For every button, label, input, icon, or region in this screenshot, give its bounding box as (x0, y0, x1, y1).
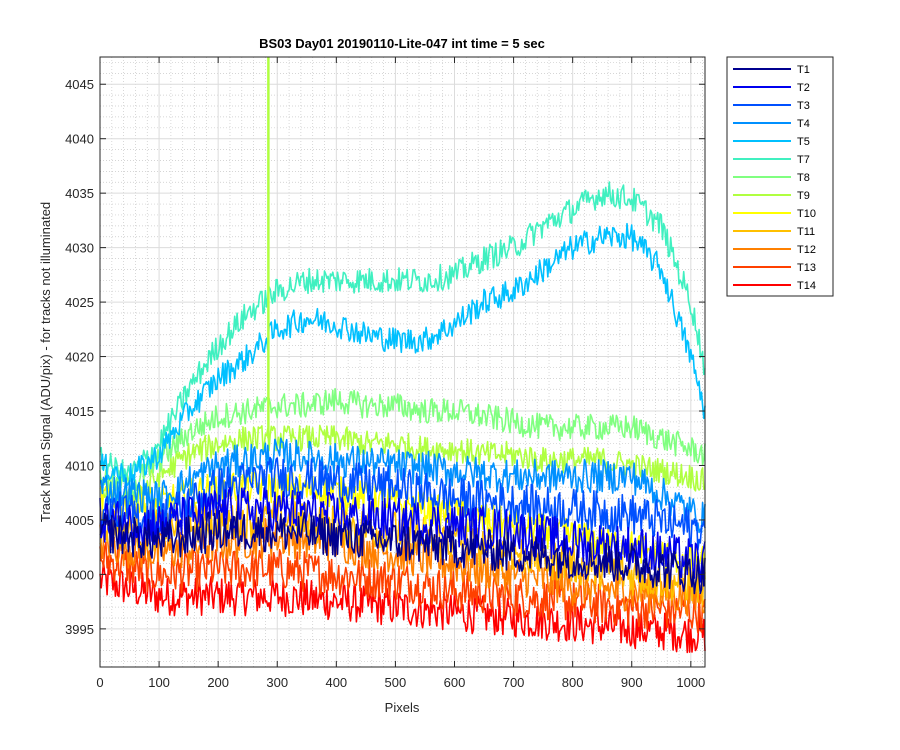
legend-label-t2: T2 (797, 82, 810, 94)
legend-label-t1: T1 (797, 64, 810, 76)
y-tick-label: 4025 (65, 295, 94, 310)
y-tick-label: 3995 (65, 622, 94, 637)
x-tick-label: 600 (444, 675, 466, 690)
y-tick-label: 4040 (65, 132, 94, 147)
legend-label-t14: T14 (797, 280, 816, 292)
series-line-t1 (99, 510, 706, 595)
series-line-t3 (99, 456, 706, 551)
series-line-t2 (99, 486, 706, 583)
legend-label-t11: T11 (797, 226, 815, 238)
series-line-t14 (99, 560, 706, 654)
y-tick-label: 4030 (65, 241, 94, 256)
x-tick-label: 1000 (676, 675, 705, 690)
x-tick-label: 200 (207, 675, 229, 690)
x-tick-label: 700 (503, 675, 525, 690)
y-tick-label: 4010 (65, 458, 94, 473)
legend-label-t8: T8 (797, 172, 810, 184)
y-tick-label: 4000 (65, 567, 94, 582)
legend-label-t5: T5 (797, 136, 810, 148)
x-tick-label: 300 (266, 675, 288, 690)
x-tick-label: 100 (148, 675, 170, 690)
y-tick-label: 4020 (65, 350, 94, 365)
y-tick-label: 4035 (65, 186, 94, 201)
legend-label-t12: T12 (797, 244, 816, 256)
plot-frame (99, 56, 706, 668)
x-axis-label: Pixels (385, 700, 420, 715)
legend-label-t10: T10 (797, 208, 816, 220)
legend-label-t9: T9 (797, 190, 810, 202)
x-tick-label: 500 (385, 675, 407, 690)
ticks: 0 100 200 300 400 500 600 700 800 900 1000 3995 4000… (65, 57, 705, 690)
legend-label-t4: T4 (797, 118, 810, 130)
x-tick-label: 900 (621, 675, 643, 690)
legend-label-t13: T13 (797, 262, 816, 274)
x-tick-label: 0 (96, 675, 103, 690)
y-tick-label: 4015 (65, 404, 94, 419)
x-tick-label: 800 (562, 675, 584, 690)
legend-label-t3: T3 (797, 100, 810, 112)
x-tick-label: 400 (325, 675, 347, 690)
series-line-t7 (99, 181, 706, 484)
y-tick-label: 4045 (65, 77, 94, 92)
series-layer (99, 57, 706, 654)
series-line-t5 (99, 222, 706, 487)
legend-label-t7: T7 (797, 154, 810, 166)
series-line-t8 (99, 387, 706, 498)
series-line-t4 (99, 437, 706, 534)
chart-title: BS03 Day01 20190110-Lite-047 int time = … (259, 36, 545, 51)
legend: T1 T2 T3 T4 T5 T7 T8 T9 T10 T11 T12 T13 T14 (726, 56, 834, 297)
y-tick-label: 4005 (65, 513, 94, 528)
y-axis-label: Track Mean Signal (ADU/pix) - for tracks… (38, 202, 53, 522)
series-line-t9 (99, 424, 706, 507)
